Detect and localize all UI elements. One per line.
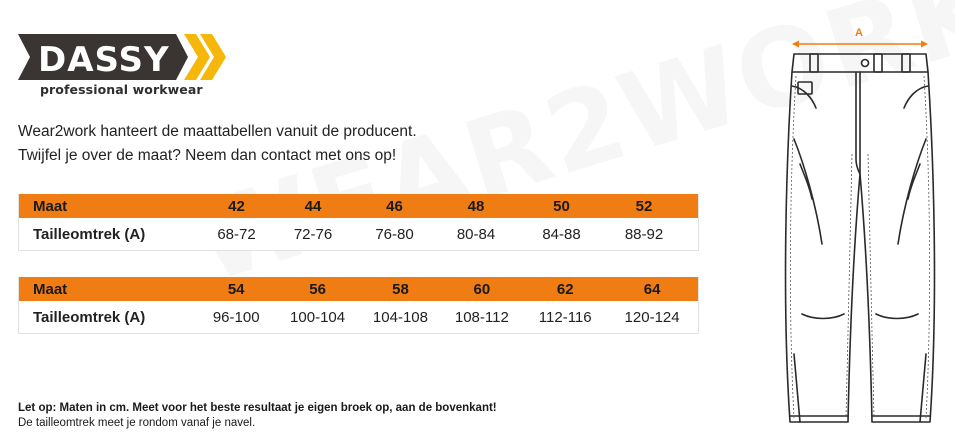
waist-cell: 120-124 — [624, 308, 680, 326]
chevron-icon — [184, 34, 210, 80]
header-label: Maat — [33, 280, 68, 298]
waist-cell: 108-112 — [454, 308, 509, 326]
row-label: Tailleomtrek (A) — [33, 308, 146, 326]
header-label: Maat — [33, 197, 68, 215]
size-cell: 46 — [386, 197, 403, 215]
intro-line-2: Twijfel je over de maat? Neem dan contac… — [18, 147, 397, 164]
table-row: Tailleomtrek (A) 68-72 72-76 76-80 80-84… — [19, 218, 698, 250]
waist-cell: 96-100 — [212, 308, 260, 326]
waist-cell: 72-76 — [293, 225, 333, 243]
size-cell: 44 — [304, 197, 322, 215]
intro-line-1: Wear2work hanteert de maattabellen vanui… — [18, 123, 417, 140]
waist-cell: 76-80 — [375, 225, 414, 243]
note-line-1: Let op: Maten in cm. Meet voor het beste… — [18, 402, 497, 414]
waist-cell: 104-108 — [372, 308, 428, 326]
row-label: Tailleomtrek (A) — [33, 225, 146, 243]
waist-cell: 112-116 — [538, 308, 592, 326]
note-line-2: De tailleomtrek meet je rondom vanaf je … — [18, 417, 256, 429]
waist-cell: 84-88 — [542, 225, 581, 243]
trousers-illustration — [784, 40, 936, 423]
size-cell: 64 — [643, 280, 661, 298]
size-cell: 48 — [467, 197, 485, 215]
size-table-2: Maat 54 56 58 60 62 64 Tailleomtrek (A) … — [18, 277, 699, 334]
size-cell: 54 — [227, 280, 245, 298]
size-cell: 52 — [635, 197, 653, 215]
waist-cell: 100-104 — [290, 308, 346, 326]
waist-cell: 68-72 — [217, 225, 256, 243]
waist-cell: 80-84 — [456, 225, 496, 243]
logo-tagline: professional workwear — [40, 82, 203, 97]
size-cell: 58 — [392, 280, 409, 298]
size-cell: 50 — [553, 197, 570, 215]
size-cell: 62 — [556, 280, 574, 298]
intro-text: Wear2work hanteert de maattabellen vanui… — [18, 120, 417, 168]
size-cell: 60 — [473, 280, 491, 298]
dimension-arrow-icon — [792, 40, 928, 48]
dimension-label: A — [855, 27, 863, 39]
table-row: Tailleomtrek (A) 96-100 100-104 104-108 … — [19, 301, 698, 333]
size-cell: 56 — [309, 280, 326, 298]
logo-wordmark: DASSY — [38, 40, 170, 80]
table-header-row: Maat 54 56 58 60 62 64 — [19, 277, 698, 301]
waist-cell: 88-92 — [624, 225, 664, 243]
size-table-1: Maat 42 44 46 48 50 52 Tailleomtrek (A) … — [18, 194, 699, 251]
chevron-icon — [200, 34, 226, 80]
measurement-note: Let op: Maten in cm. Meet voor het beste… — [18, 401, 497, 431]
dassy-logo: DASSY — [18, 32, 228, 100]
table-header-row: Maat 42 44 46 48 50 52 — [19, 194, 698, 218]
size-cell: 42 — [228, 197, 245, 215]
